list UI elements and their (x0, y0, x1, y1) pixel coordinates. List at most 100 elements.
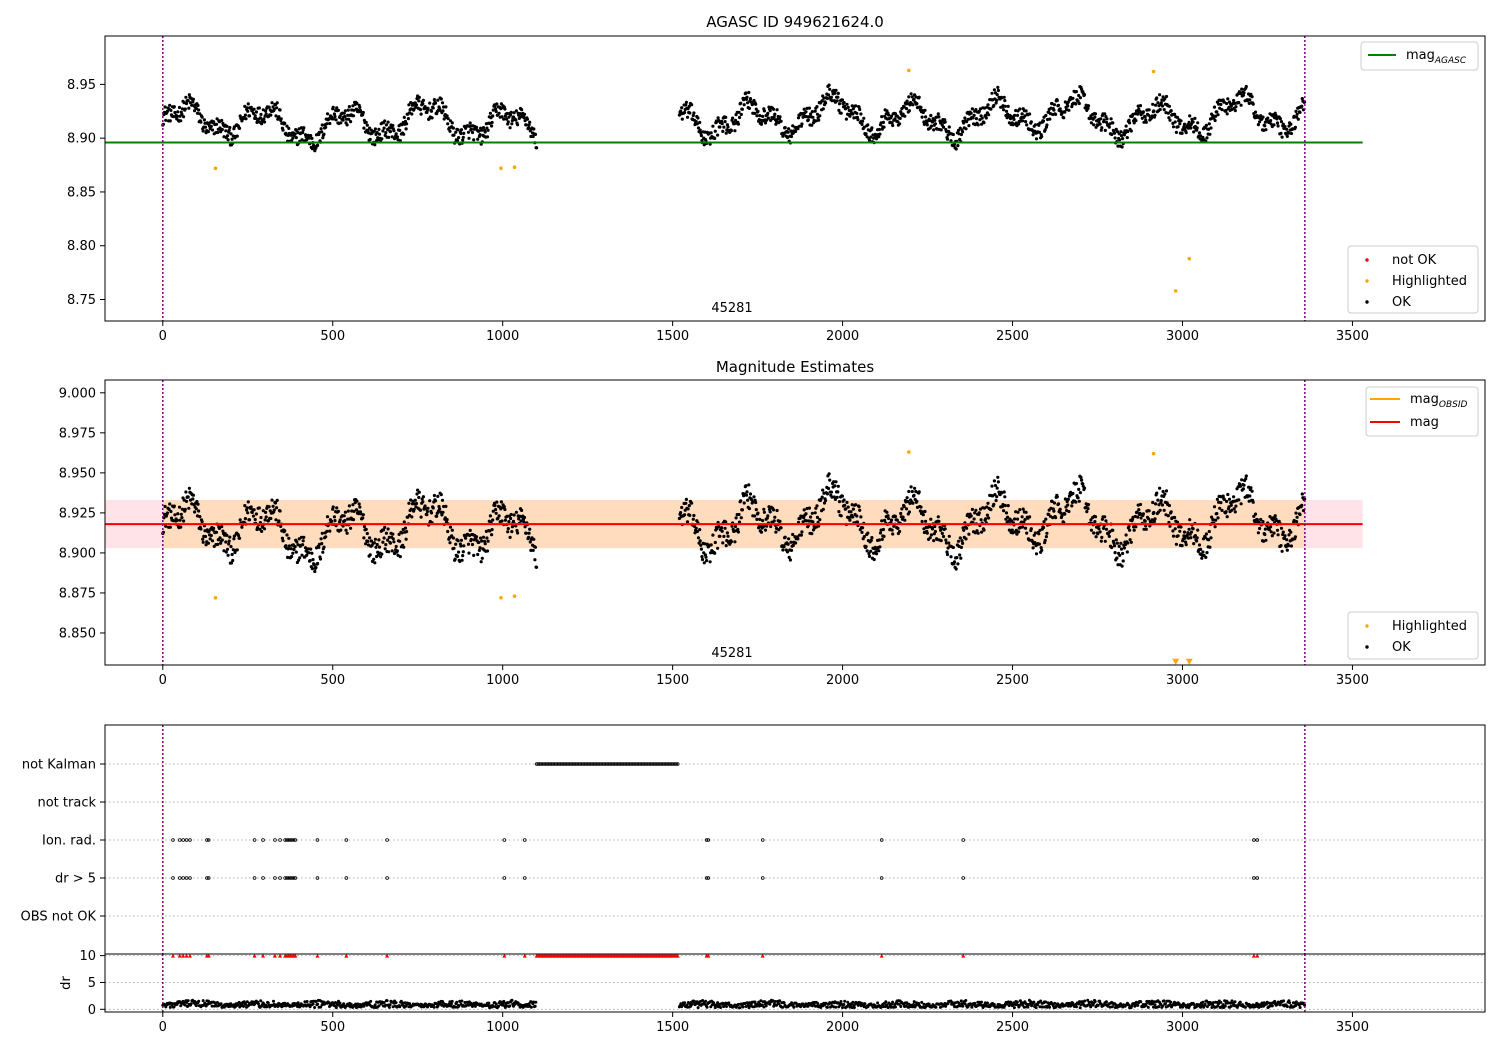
ok-point (787, 555, 791, 560)
ok-point (1070, 105, 1074, 109)
ok-point (679, 510, 683, 515)
ok-point (775, 108, 779, 112)
ok-point (1249, 486, 1253, 490)
ok-point (699, 134, 704, 138)
ok-point (815, 504, 819, 508)
ok-point (684, 103, 688, 107)
ok-point (1147, 509, 1151, 513)
dr-point (455, 1000, 459, 1004)
dr-point (961, 1004, 965, 1008)
ok-point (977, 109, 981, 113)
ok-point (1173, 527, 1177, 531)
ok-point (226, 138, 230, 142)
ok-point (269, 113, 273, 117)
ok-point (310, 147, 314, 151)
ok-point (1127, 524, 1131, 528)
ok-point (179, 119, 183, 123)
dr-point (704, 999, 708, 1003)
ok-point (856, 118, 860, 122)
ok-point (328, 529, 332, 533)
ok-point (970, 107, 975, 111)
ok-point (1089, 121, 1093, 125)
ok-point (491, 509, 495, 513)
ok-point (1215, 511, 1219, 516)
ok-point (724, 115, 728, 119)
ok-point (386, 538, 390, 542)
ok-point (928, 536, 932, 540)
ok-point (301, 539, 305, 543)
dr-point (842, 1003, 846, 1006)
ok-point (285, 124, 289, 128)
ok-point (175, 114, 179, 118)
ok-point (737, 520, 742, 524)
ok-point (398, 539, 402, 543)
ok-point (1055, 495, 1059, 499)
ok-point (343, 519, 347, 523)
ok-point (788, 558, 793, 562)
dr-point (782, 1001, 786, 1005)
ok-point (1227, 497, 1232, 501)
ok-point (1195, 126, 1199, 130)
ok-point (995, 495, 999, 499)
ok-point (860, 530, 864, 535)
ok-point (180, 507, 184, 511)
ok-point (450, 121, 454, 125)
ok-point (695, 529, 699, 534)
ok-point (1066, 503, 1070, 507)
flag-point (502, 876, 507, 880)
flag-label: dr > 5 (55, 872, 96, 887)
ok-point (533, 545, 538, 549)
ok-point (428, 499, 432, 503)
ok-point (243, 517, 247, 521)
flag-point (252, 838, 257, 842)
ok-point (1071, 491, 1075, 496)
ok-point (289, 547, 293, 551)
dr-point (210, 1004, 214, 1008)
ok-point (1178, 122, 1182, 126)
ok-point (766, 111, 770, 115)
ok-point (834, 88, 838, 92)
dr-point (738, 1006, 742, 1010)
ok-point (836, 484, 840, 488)
ok-point (204, 543, 208, 547)
dr-point (1077, 1002, 1081, 1006)
dr-point (1164, 1002, 1167, 1006)
ok-point (1158, 93, 1162, 97)
ok-point (165, 109, 169, 113)
ok-point (824, 498, 828, 503)
ok-point (1099, 539, 1103, 543)
ok-point (726, 125, 730, 129)
ok-point (1295, 112, 1299, 116)
ok-point (525, 117, 530, 121)
ok-point (238, 536, 242, 540)
ok-point (898, 116, 902, 120)
ok-point (763, 528, 768, 532)
ok-point (904, 107, 909, 111)
ok-point (470, 130, 475, 135)
dr-point (384, 1003, 388, 1007)
ok-point (1150, 518, 1154, 522)
dr-point (529, 1005, 533, 1009)
x-tick-label: 1500 (656, 329, 689, 344)
ok-point (1263, 124, 1267, 128)
ok-point (744, 484, 748, 488)
dr-point (464, 1003, 468, 1007)
ok-point (1218, 106, 1222, 110)
dr-point (1223, 1004, 1227, 1008)
ok-point (1121, 137, 1125, 141)
dr-point (311, 1002, 315, 1006)
ok-point (1003, 495, 1007, 499)
ok-point (325, 515, 330, 519)
ok-point (1208, 132, 1212, 136)
ok-point (301, 543, 305, 547)
ok-point (203, 534, 208, 539)
dr-point (778, 999, 782, 1003)
ok-point (1111, 528, 1115, 532)
ok-point (254, 512, 258, 516)
dr-point (696, 1006, 700, 1010)
ok-point (773, 112, 777, 116)
dr-point (846, 1000, 850, 1004)
dr-point (1048, 1005, 1052, 1009)
ok-point (355, 101, 359, 105)
ok-point (1205, 136, 1209, 140)
